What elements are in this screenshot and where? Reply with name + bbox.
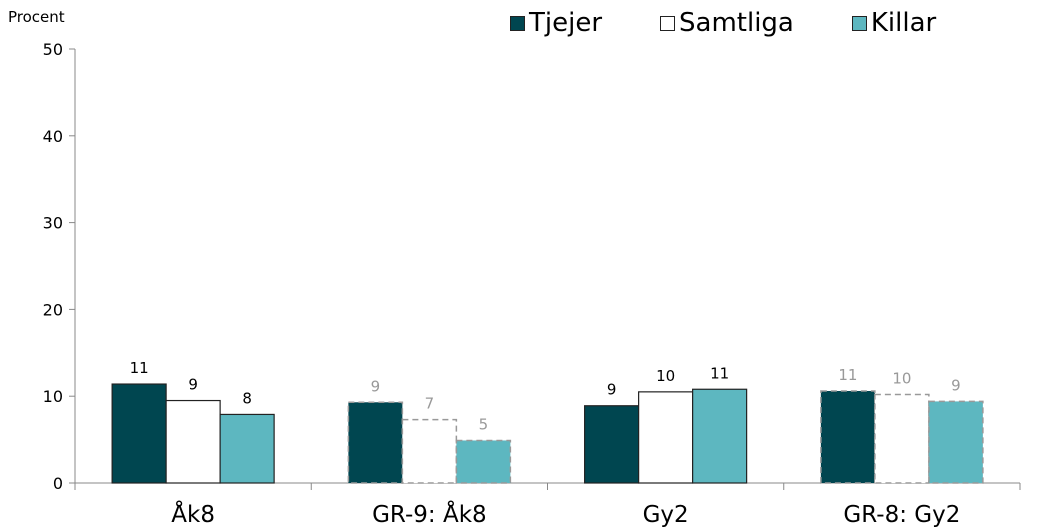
legend-item-tjejer: Tjejer xyxy=(510,8,602,38)
y-tick-label-30: 30 xyxy=(43,214,63,233)
bar-samtliga-1 xyxy=(401,418,458,484)
legend-label-killar: Killar xyxy=(870,8,937,38)
data-label-samtliga-0: 9 xyxy=(188,376,198,394)
y-tick-label-10: 10 xyxy=(43,387,63,406)
bar-tjejer-1 xyxy=(347,401,404,484)
bar-killar-2 xyxy=(692,388,748,484)
x-category-label-2: Gy2 xyxy=(643,502,689,528)
data-label-samtliga-3: 10 xyxy=(892,369,911,387)
data-label-samtliga-2: 10 xyxy=(656,367,675,385)
y-tick-label-0: 0 xyxy=(53,474,63,493)
bar-killar-3 xyxy=(928,400,984,484)
data-label-killar-0: 8 xyxy=(242,389,252,407)
data-label-tjejer-1: 9 xyxy=(371,377,381,395)
bar-tjejer-2 xyxy=(584,405,640,484)
x-category-label-3: GR-8: Gy2 xyxy=(843,502,960,528)
data-label-tjejer-2: 9 xyxy=(607,381,617,399)
data-label-killar-3: 9 xyxy=(951,376,961,394)
data-label-samtliga-1: 7 xyxy=(425,395,435,413)
legend: Tjejer Samtliga Killar xyxy=(510,8,936,38)
legend-item-samtliga: Samtliga xyxy=(660,8,794,38)
data-label-tjejer-0: 11 xyxy=(130,359,149,377)
x-category-label-1: GR-9: Åk8 xyxy=(372,500,487,528)
y-axis-title: Procent xyxy=(8,8,65,26)
legend-swatch-killar xyxy=(851,15,867,31)
bar-killar-1 xyxy=(455,439,512,484)
legend-label-samtliga: Samtliga xyxy=(679,8,794,38)
bar-samtliga-3 xyxy=(874,393,930,484)
y-tick-label-40: 40 xyxy=(43,127,63,146)
bar-killar-0 xyxy=(219,413,275,484)
data-label-killar-1: 5 xyxy=(479,415,489,433)
data-label-killar-2: 11 xyxy=(710,364,729,382)
y-tick-label-20: 20 xyxy=(43,300,63,319)
legend-swatch-tjejer xyxy=(510,15,525,31)
bar-tjejer-3 xyxy=(820,390,876,484)
legend-item-killar: Killar xyxy=(851,8,937,38)
data-label-tjejer-3: 11 xyxy=(838,366,857,384)
x-category-label-0: Åk8 xyxy=(171,500,215,528)
bar-tjejer-0 xyxy=(111,383,167,484)
bar-samtliga-2 xyxy=(638,391,694,484)
legend-swatch-samtliga xyxy=(660,15,676,31)
legend-label-tjejer: Tjejer xyxy=(529,8,603,38)
y-tick-label-50: 50 xyxy=(43,40,63,59)
bar-samtliga-0 xyxy=(165,399,221,484)
